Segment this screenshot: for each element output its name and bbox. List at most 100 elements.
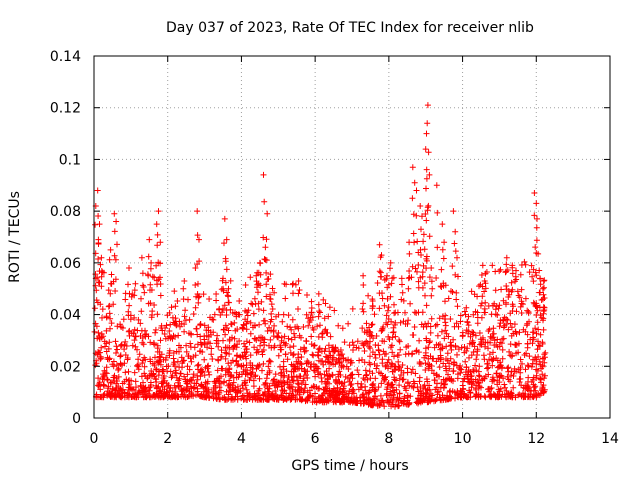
data-point bbox=[461, 308, 468, 315]
data-point bbox=[284, 381, 291, 388]
data-point bbox=[437, 341, 443, 348]
data-point bbox=[341, 339, 348, 346]
data-point bbox=[485, 345, 491, 352]
data-point bbox=[399, 362, 406, 368]
data-point bbox=[290, 368, 297, 375]
data-point bbox=[145, 253, 152, 260]
data-point bbox=[413, 347, 420, 354]
data-point bbox=[260, 171, 267, 178]
data-point bbox=[216, 375, 223, 381]
data-point bbox=[330, 388, 336, 395]
data-point bbox=[434, 332, 441, 339]
data-point bbox=[422, 320, 429, 327]
data-point bbox=[228, 371, 235, 378]
data-point bbox=[405, 317, 412, 324]
data-point bbox=[395, 358, 402, 365]
data-point bbox=[264, 210, 271, 217]
data-point bbox=[360, 393, 367, 400]
data-point bbox=[425, 344, 432, 351]
data-point bbox=[113, 218, 120, 225]
data-point bbox=[398, 275, 405, 282]
data-point bbox=[496, 393, 503, 400]
data-point bbox=[451, 240, 458, 247]
data-point bbox=[510, 384, 517, 391]
data-point bbox=[120, 386, 126, 393]
data-point bbox=[214, 332, 221, 339]
data-point bbox=[341, 379, 348, 386]
data-point bbox=[495, 386, 502, 393]
data-point bbox=[95, 375, 102, 382]
data-point bbox=[411, 239, 418, 246]
data-point bbox=[238, 363, 245, 370]
data-point bbox=[422, 211, 429, 217]
data-point bbox=[361, 348, 368, 354]
data-point bbox=[433, 275, 440, 281]
data-point bbox=[233, 353, 240, 359]
data-point bbox=[481, 288, 488, 295]
data-point bbox=[409, 164, 416, 171]
data-point bbox=[289, 394, 295, 401]
data-point bbox=[229, 357, 236, 364]
data-point bbox=[389, 349, 396, 356]
data-point bbox=[93, 323, 100, 330]
data-point bbox=[146, 387, 153, 394]
data-point bbox=[296, 373, 303, 380]
data-point bbox=[183, 380, 190, 387]
data-point bbox=[273, 382, 280, 389]
data-point bbox=[478, 384, 484, 391]
data-point bbox=[207, 340, 213, 347]
data-point bbox=[385, 356, 392, 363]
data-point bbox=[243, 326, 250, 333]
data-point bbox=[383, 386, 390, 393]
data-point bbox=[529, 340, 536, 347]
data-point bbox=[267, 336, 274, 343]
data-point bbox=[157, 292, 164, 299]
data-point bbox=[457, 318, 464, 325]
data-point bbox=[406, 382, 413, 389]
data-point bbox=[503, 316, 510, 323]
data-point bbox=[300, 324, 307, 330]
data-point bbox=[215, 343, 222, 350]
data-point bbox=[195, 366, 201, 373]
data-point bbox=[461, 349, 468, 356]
data-point bbox=[420, 396, 426, 403]
data-point bbox=[312, 373, 319, 380]
data-point bbox=[404, 379, 411, 386]
data-point bbox=[151, 274, 158, 281]
data-point bbox=[329, 344, 335, 351]
x-tick-label: 14 bbox=[601, 431, 619, 447]
data-point bbox=[441, 384, 447, 391]
data-point bbox=[526, 269, 533, 276]
data-point bbox=[383, 312, 390, 319]
data-point bbox=[540, 278, 547, 284]
data-point bbox=[409, 195, 416, 202]
data-point bbox=[429, 355, 436, 362]
data-point bbox=[107, 315, 114, 322]
data-point bbox=[106, 355, 113, 362]
data-point bbox=[359, 306, 366, 312]
data-point bbox=[427, 329, 434, 336]
data-point bbox=[395, 366, 402, 373]
data-point bbox=[260, 234, 267, 241]
data-point bbox=[244, 312, 251, 319]
data-point bbox=[417, 203, 424, 209]
data-point bbox=[354, 367, 361, 374]
data-point bbox=[153, 376, 160, 383]
data-point bbox=[222, 255, 229, 262]
data-point bbox=[227, 388, 234, 395]
data-point bbox=[242, 343, 249, 350]
data-point bbox=[250, 383, 257, 390]
data-point bbox=[233, 358, 240, 365]
data-point bbox=[161, 373, 168, 379]
data-point bbox=[107, 325, 113, 332]
data-point bbox=[541, 351, 548, 358]
data-point bbox=[188, 358, 195, 365]
data-point bbox=[247, 330, 254, 337]
data-point bbox=[100, 394, 107, 401]
data-point bbox=[166, 392, 173, 399]
data-point bbox=[255, 348, 262, 355]
data-point bbox=[347, 382, 354, 389]
data-point bbox=[214, 367, 221, 374]
data-point bbox=[92, 221, 99, 228]
data-point bbox=[265, 396, 272, 403]
